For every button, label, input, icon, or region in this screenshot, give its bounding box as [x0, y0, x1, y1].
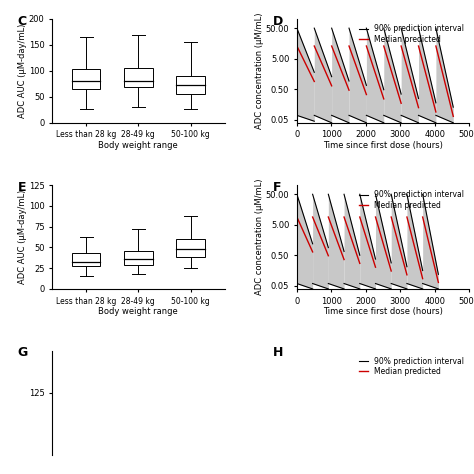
Y-axis label: ADC concentration (μM/mL): ADC concentration (μM/mL)	[255, 179, 264, 295]
Text: G: G	[18, 346, 28, 359]
Legend: 90% prediction interval, Median predicted: 90% prediction interval, Median predicte…	[357, 189, 465, 211]
Text: H: H	[273, 346, 283, 359]
Text: F: F	[273, 181, 281, 194]
Bar	[176, 239, 205, 257]
Text: E: E	[18, 181, 26, 194]
Legend: 90% prediction interval, Median predicted: 90% prediction interval, Median predicte…	[357, 355, 465, 378]
X-axis label: Time since first dose (hours): Time since first dose (hours)	[323, 141, 443, 150]
Bar	[124, 68, 153, 88]
X-axis label: Body weight range: Body weight range	[99, 141, 178, 150]
Text: C: C	[18, 15, 27, 28]
Bar	[176, 76, 205, 94]
Y-axis label: ADC AUC (μM-day/mL): ADC AUC (μM-day/mL)	[18, 24, 27, 118]
Bar	[124, 251, 153, 265]
X-axis label: Time since first dose (hours): Time since first dose (hours)	[323, 307, 443, 316]
Y-axis label: ADC AUC (μM-day/mL): ADC AUC (μM-day/mL)	[18, 190, 27, 284]
Y-axis label: ADC concentration (μM/mL): ADC concentration (μM/mL)	[255, 13, 264, 129]
Text: D: D	[273, 15, 283, 28]
Bar	[72, 69, 100, 89]
Bar	[72, 253, 100, 266]
X-axis label: Body weight range: Body weight range	[99, 307, 178, 316]
Legend: 90% prediction interval, Median predicted: 90% prediction interval, Median predicte…	[357, 23, 465, 46]
